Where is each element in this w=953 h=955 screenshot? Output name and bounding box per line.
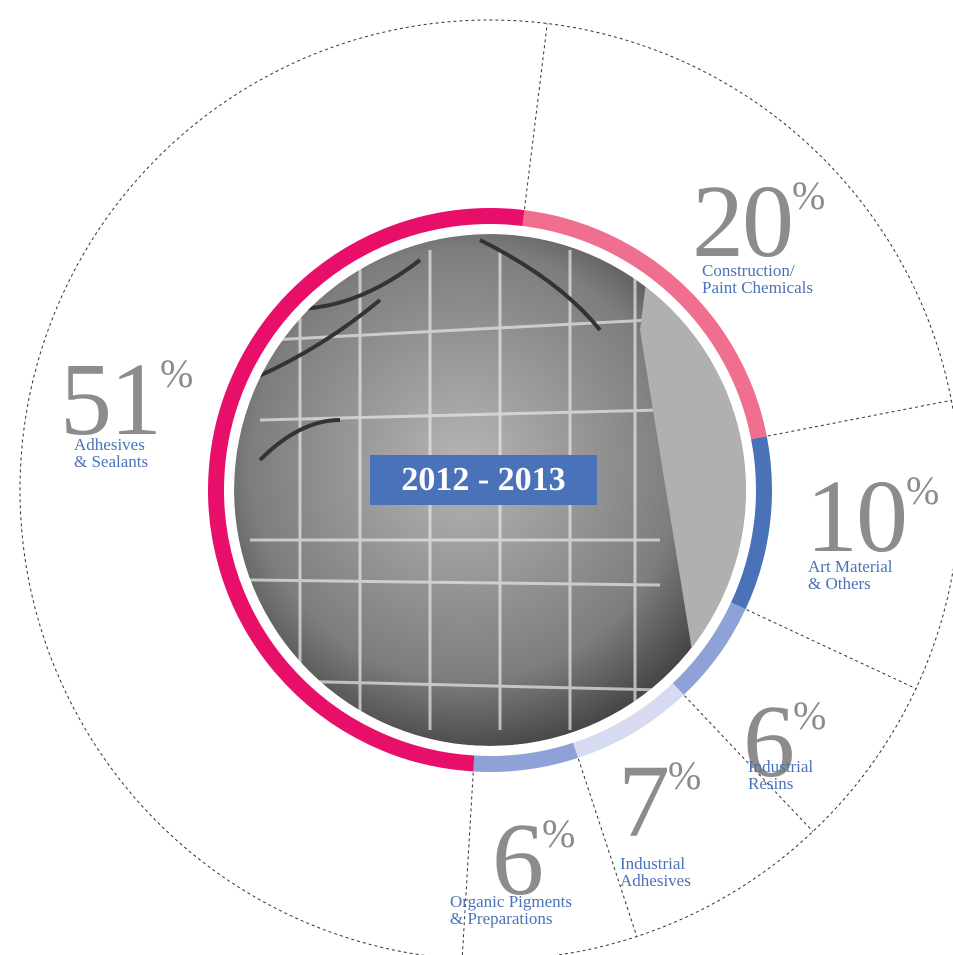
percent-label: 20% [692, 170, 825, 274]
percent-sign: % [793, 693, 827, 738]
percent-label: 10% [806, 465, 939, 569]
percent-sign: % [160, 351, 194, 396]
donut-segment [522, 210, 767, 440]
category-label: Adhesives & Sealants [74, 435, 149, 471]
donut-segment [573, 683, 684, 758]
percent-sign: % [792, 173, 826, 218]
category-label: Art Material & Others [808, 557, 893, 593]
sector-divider [461, 772, 474, 955]
sector-divider [746, 609, 917, 690]
percent-value: 10 [806, 459, 908, 574]
percent-sign: % [542, 811, 576, 856]
percent-label: 6% [492, 808, 575, 912]
sector-divider [577, 758, 638, 937]
percent-sign: % [906, 468, 940, 513]
percent-value: 6 [492, 802, 544, 917]
percent-label: 7% [618, 750, 701, 854]
outer-dashed-circle [19, 19, 953, 955]
percent-value: 20 [692, 164, 794, 279]
percent-value: 7 [618, 744, 670, 859]
percent-value: 51 [60, 342, 162, 457]
donut-segment [672, 602, 746, 695]
donut-segment [731, 436, 772, 610]
sector-divider [684, 695, 814, 832]
percent-sign: % [668, 753, 702, 798]
percent-value: 6 [743, 684, 795, 799]
category-label: Construction/ Paint Chemicals [702, 261, 813, 297]
donut-segment [473, 742, 579, 772]
category-label: Industrial Adhesives [620, 854, 691, 890]
sector-divider [523, 23, 548, 210]
category-label: Organic Pigments & Preparations [450, 892, 572, 928]
percent-label: 51% [60, 348, 193, 452]
donut-segment [208, 208, 525, 772]
period-label: 2012 - 2013 [370, 455, 597, 505]
category-label: Industrial Resins [748, 757, 814, 793]
sector-divider [767, 399, 952, 437]
percent-label: 6% [743, 690, 826, 794]
